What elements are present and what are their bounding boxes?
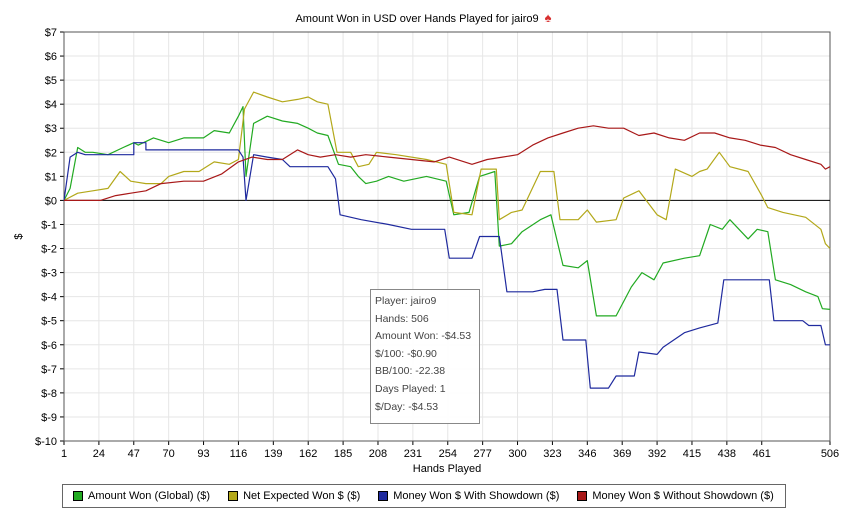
y-tick-label: $-3 bbox=[41, 268, 57, 280]
y-tick-label: $7 bbox=[45, 27, 57, 39]
legend-swatch bbox=[577, 491, 588, 501]
x-tick-label: 392 bbox=[648, 448, 666, 460]
x-tick-label: 438 bbox=[718, 448, 736, 460]
x-tick-label: 24 bbox=[93, 448, 105, 460]
x-tick-label: 369 bbox=[613, 448, 631, 460]
x-tick-label: 93 bbox=[197, 448, 209, 460]
x-tick-label: 208 bbox=[369, 448, 387, 460]
legend-swatch bbox=[73, 491, 83, 501]
chart-title: Amount Won in USD over Hands Played for … bbox=[0, 10, 847, 25]
legend-item-3: Money Won $ Without Showdown ($) bbox=[577, 490, 774, 502]
x-tick-label: 47 bbox=[128, 448, 140, 460]
x-tick-label: 300 bbox=[508, 448, 526, 460]
x-tick-label: 506 bbox=[821, 448, 839, 460]
series-line-2 bbox=[63, 142, 830, 389]
y-tick-label: $-4 bbox=[41, 292, 57, 304]
legend-item-0: Amount Won (Global) ($) bbox=[73, 490, 210, 502]
y-tick-label: $-10 bbox=[35, 436, 57, 448]
legend-label: Net Expected Won $ ($) bbox=[243, 490, 361, 502]
chart-legend: Amount Won (Global) ($) Net Expected Won … bbox=[62, 484, 786, 508]
x-tick-label: 461 bbox=[753, 448, 771, 460]
series-line-1 bbox=[63, 91, 831, 249]
legend-item-2: Money Won $ With Showdown ($) bbox=[378, 490, 559, 502]
x-tick-label: 231 bbox=[404, 448, 422, 460]
y-tick-label: $-1 bbox=[41, 219, 57, 231]
x-tick-label: 1 bbox=[61, 448, 67, 460]
x-tick-label: 323 bbox=[543, 448, 561, 460]
y-tick-label: $-7 bbox=[41, 364, 57, 376]
tooltip-per-day: $/Day: -$4.53 bbox=[375, 400, 439, 413]
tooltip-player: Player: jairo9 bbox=[375, 295, 437, 307]
x-tick-label: 116 bbox=[230, 448, 248, 460]
y-tick-label: $5 bbox=[45, 75, 57, 87]
y-axis-label: $ bbox=[13, 233, 25, 239]
legend-label: Amount Won (Global) ($) bbox=[88, 490, 211, 502]
y-tick-label: $-5 bbox=[41, 316, 57, 328]
tooltip-amount-won: Amount Won: -$4.53 bbox=[375, 330, 472, 343]
series-line-0 bbox=[63, 105, 831, 317]
y-tick-label: $2 bbox=[45, 147, 57, 159]
player-tooltip: Player: jairo9 Hands: 506 Amount Won: -$… bbox=[370, 289, 480, 424]
plot-border bbox=[63, 31, 831, 442]
tooltip-hands: Hands: 506 bbox=[375, 312, 429, 325]
spade-icon: ♠ bbox=[544, 10, 552, 25]
series-line-3 bbox=[64, 125, 831, 201]
y-tick-label: $6 bbox=[45, 51, 57, 63]
tooltip-bb100: BB/100: -22.38 bbox=[375, 365, 446, 378]
y-tick-label: $3 bbox=[45, 123, 57, 135]
y-tick-label: $-2 bbox=[41, 244, 57, 256]
x-tick-label: 70 bbox=[163, 448, 175, 460]
y-tick-label: $4 bbox=[45, 99, 57, 111]
x-tick-label: 415 bbox=[683, 448, 701, 460]
legend-item-1: Net Expected Won $ ($) bbox=[228, 490, 360, 502]
x-axis-label: Hands Played bbox=[413, 463, 482, 475]
chart-title-text: Amount Won in USD over Hands Played for … bbox=[295, 13, 539, 25]
tooltip-per100: $/100: -$0.90 bbox=[375, 347, 437, 360]
x-tick-label: 185 bbox=[334, 448, 352, 460]
x-tick-label: 139 bbox=[264, 448, 282, 460]
legend-label: Money Won $ Without Showdown ($) bbox=[592, 490, 774, 502]
tooltip-days: Days Played: 1 bbox=[375, 382, 446, 395]
x-tick-label: 277 bbox=[473, 448, 491, 460]
y-tick-label: $-9 bbox=[41, 412, 57, 424]
y-tick-label: $1 bbox=[45, 171, 57, 183]
x-tick-label: 254 bbox=[439, 448, 457, 460]
x-tick-label: 162 bbox=[299, 448, 317, 460]
legend-swatch bbox=[378, 491, 389, 501]
y-tick-label: $-6 bbox=[41, 340, 57, 352]
y-tick-label: $-8 bbox=[41, 388, 57, 400]
x-tick-label: 346 bbox=[578, 448, 596, 460]
y-tick-label: $0 bbox=[45, 195, 57, 207]
legend-label: Money Won $ With Showdown ($) bbox=[393, 490, 560, 502]
legend-swatch bbox=[228, 491, 239, 501]
